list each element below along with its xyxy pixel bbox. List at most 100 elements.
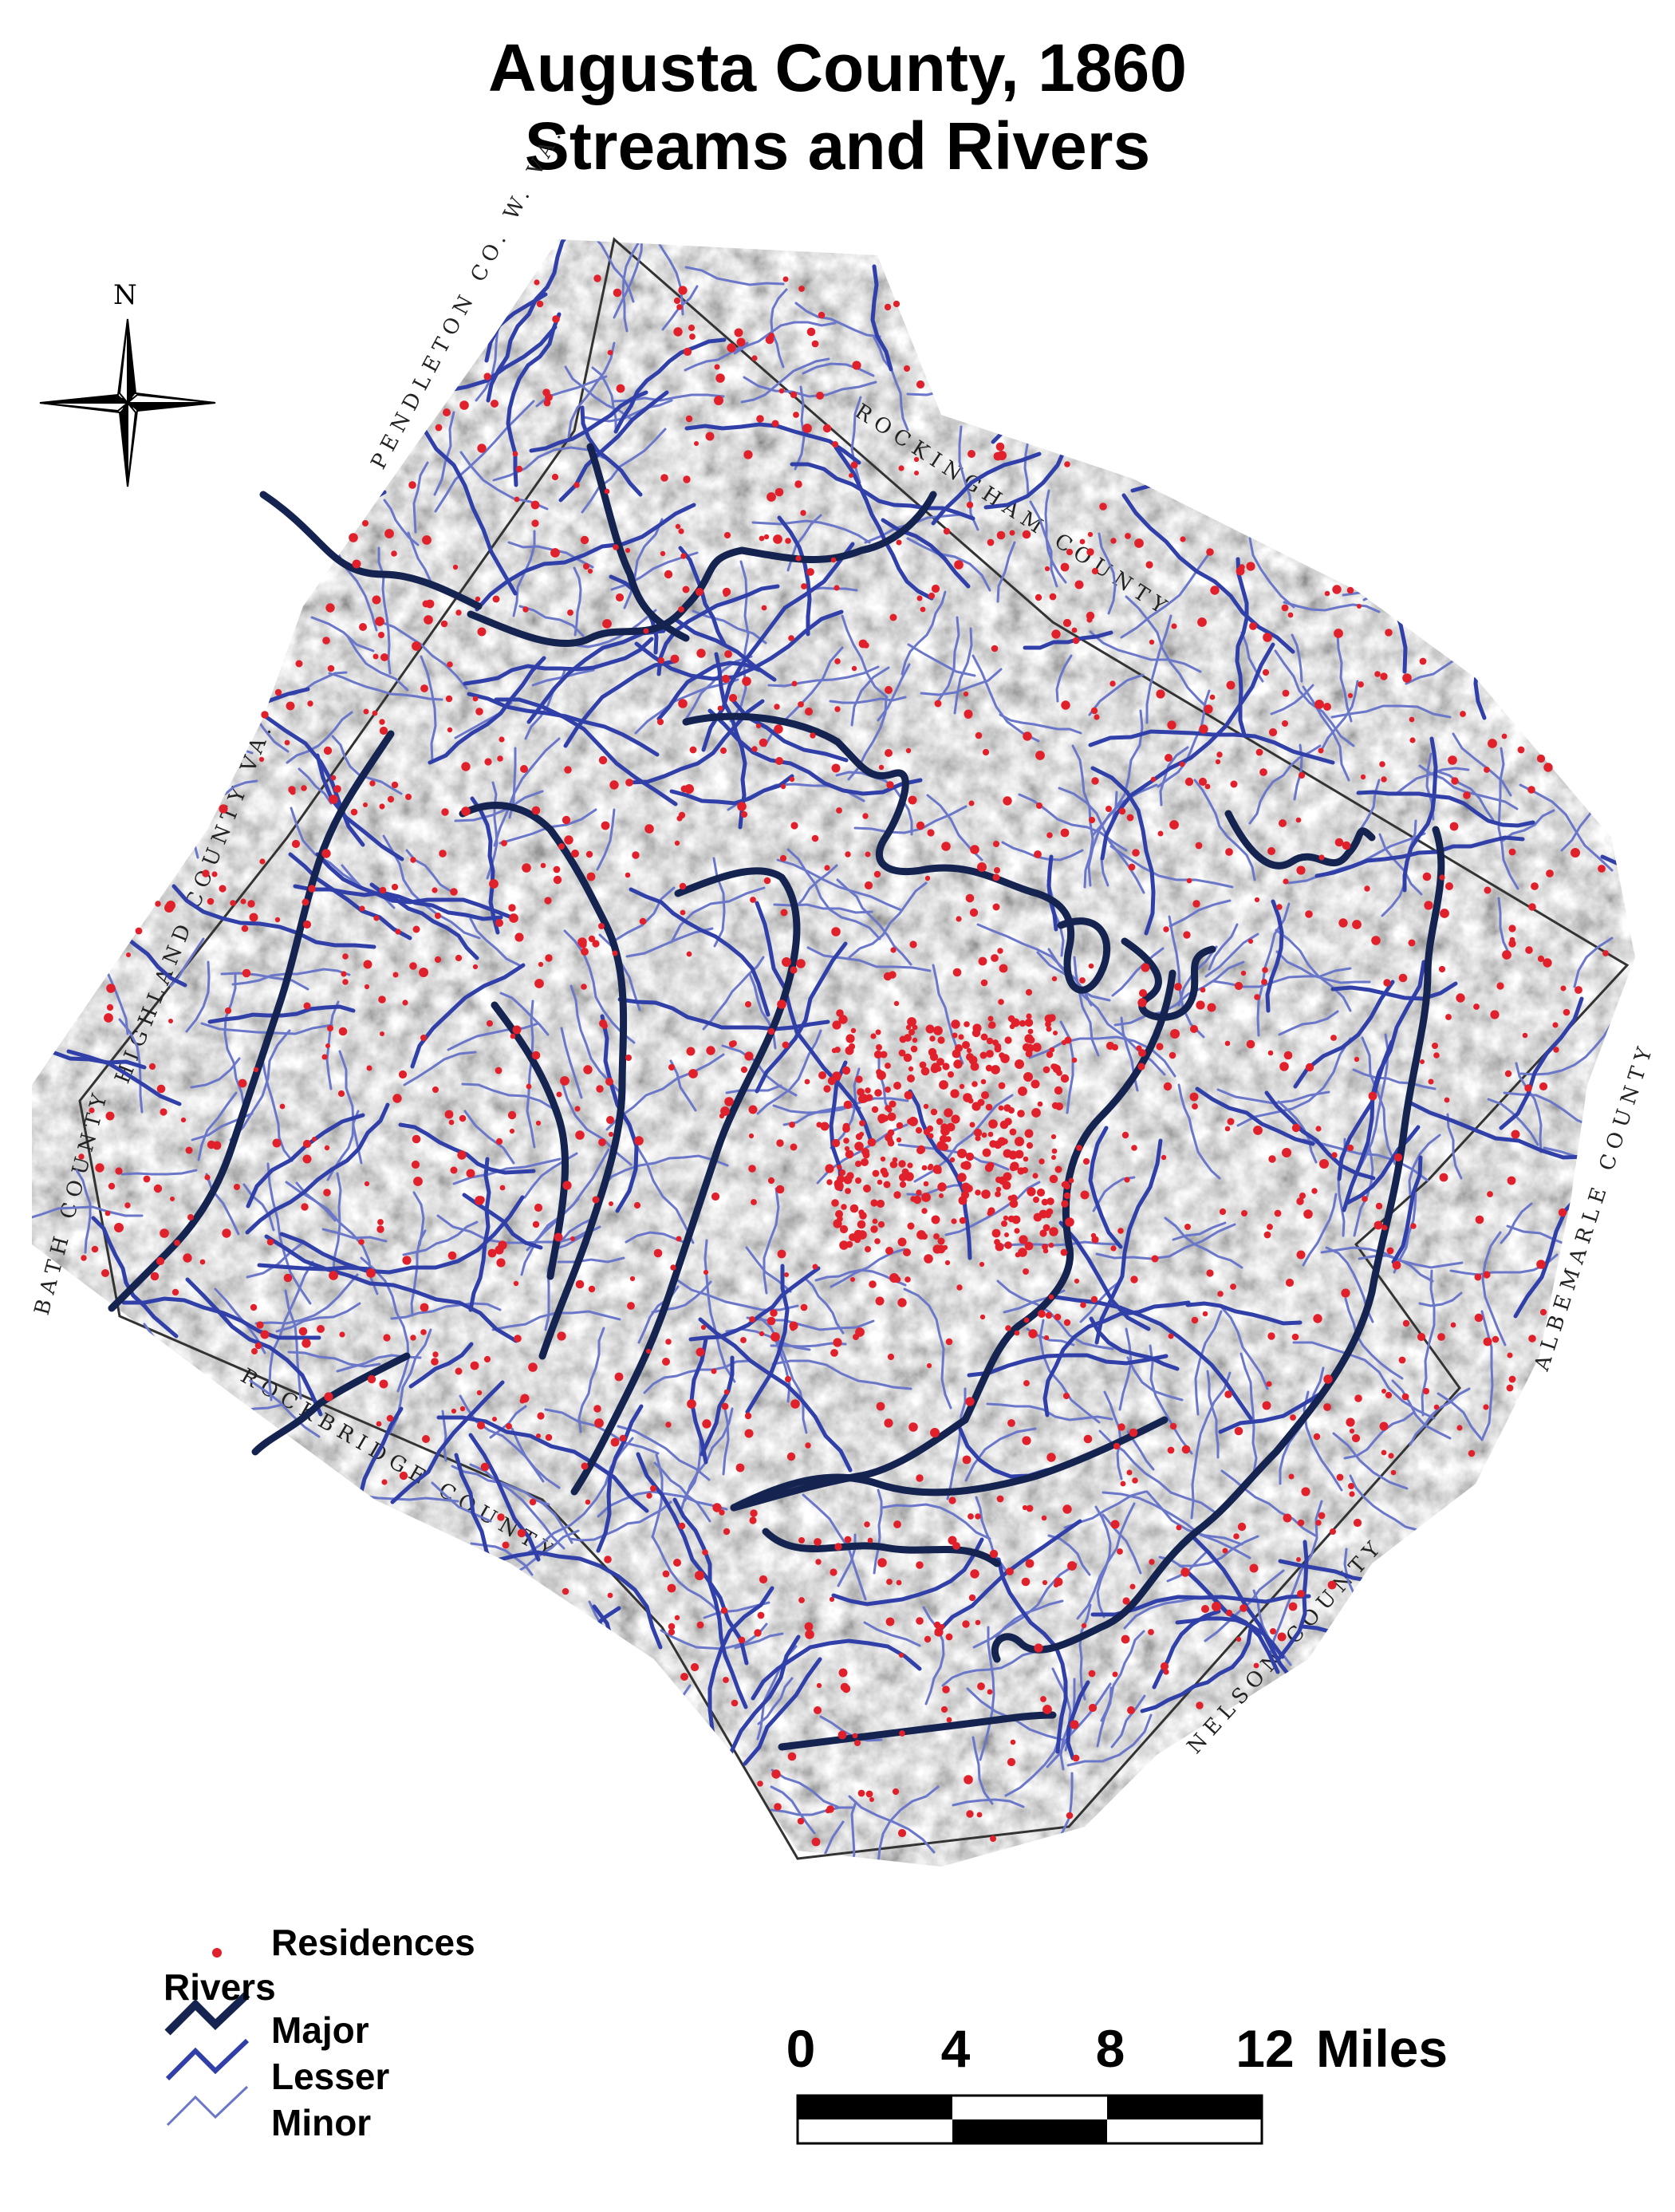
residence-dot xyxy=(952,1032,958,1039)
residence-dot xyxy=(333,785,341,793)
residence-dot xyxy=(1209,694,1216,700)
residence-dot xyxy=(720,1106,730,1116)
river-segment xyxy=(1109,845,1234,889)
residence-dot xyxy=(749,1316,755,1323)
residence-dot xyxy=(1225,848,1233,856)
residence-dot xyxy=(625,1055,632,1061)
scale-unit: Miles xyxy=(1316,2019,1448,2078)
river-segment xyxy=(1073,956,1100,1057)
residence-dot xyxy=(854,1141,864,1151)
river-segment xyxy=(1100,1630,1145,1722)
residence-dot xyxy=(898,1049,906,1057)
major-river xyxy=(108,730,395,1312)
residence-dot xyxy=(994,1043,1002,1051)
residence-dot xyxy=(1010,1739,1016,1745)
residence-dot xyxy=(876,1199,885,1209)
residence-dot xyxy=(629,1276,636,1282)
residence-dot xyxy=(1490,1010,1500,1019)
river-segment xyxy=(499,992,550,1036)
residence-dot xyxy=(1003,1149,1012,1158)
residence-dot xyxy=(1303,1209,1313,1219)
residence-dot xyxy=(1388,1453,1394,1459)
residence-dot xyxy=(876,1044,882,1051)
residence-dot xyxy=(1053,1031,1058,1035)
residence-dot xyxy=(937,1182,947,1192)
residence-dot xyxy=(1036,1188,1046,1197)
residence-dot xyxy=(942,1686,950,1694)
residence-dot xyxy=(865,1087,871,1094)
residence-dot xyxy=(1509,936,1515,943)
river-segment xyxy=(786,848,881,940)
residence-dot xyxy=(1424,901,1433,910)
residence-dot xyxy=(738,1636,746,1644)
residence-dot xyxy=(892,1788,900,1796)
residence-dot xyxy=(1560,985,1567,992)
residence-dot xyxy=(1026,1504,1034,1512)
residence-dot xyxy=(897,1828,907,1838)
river-segment xyxy=(1487,1098,1539,1146)
residence-dot xyxy=(845,851,851,858)
residence-dot xyxy=(634,1136,644,1145)
residence-dot xyxy=(770,1332,780,1342)
residence-dot xyxy=(991,1065,1000,1074)
river-segment xyxy=(1452,732,1512,797)
residence-dot xyxy=(969,1122,975,1128)
residence-dot xyxy=(834,658,841,664)
residence-dot xyxy=(1219,1208,1227,1216)
residence-dot xyxy=(1290,1414,1296,1421)
residence-dot xyxy=(1206,1269,1214,1277)
residence-dot xyxy=(451,1408,457,1414)
residence-dot xyxy=(1522,1032,1528,1039)
residence-dot xyxy=(1160,1662,1169,1671)
residence-dot xyxy=(298,1327,308,1336)
residence-dot xyxy=(1035,593,1042,601)
river-segment xyxy=(656,660,762,721)
river-segment xyxy=(953,627,973,715)
residence-dot xyxy=(391,550,397,557)
residence-dot xyxy=(379,726,388,735)
river-segment xyxy=(1278,1010,1339,1036)
residence-dot xyxy=(588,1285,596,1293)
residence-dot xyxy=(749,1516,757,1524)
residence-dot xyxy=(912,1024,918,1031)
residence-dot xyxy=(958,1034,964,1040)
residence-dot xyxy=(1051,629,1061,639)
residence-dot xyxy=(496,1258,506,1268)
residence-dot xyxy=(964,1021,970,1027)
residence-dot xyxy=(1049,593,1057,601)
residence-dot xyxy=(1141,963,1150,972)
residence-dot xyxy=(1347,692,1354,699)
river-segment xyxy=(573,566,582,637)
residence-dot xyxy=(968,1594,976,1602)
residence-dot xyxy=(1507,1352,1513,1358)
residence-dot xyxy=(1319,1159,1329,1169)
residence-dot xyxy=(1018,1248,1027,1257)
residence-dot xyxy=(1288,1473,1295,1480)
residence-dot xyxy=(1456,993,1465,1003)
river-segment xyxy=(684,1407,734,1502)
residence-dot xyxy=(1262,1401,1271,1410)
residence-dot xyxy=(1536,1260,1546,1269)
residence-dot xyxy=(1445,882,1453,890)
river-segment xyxy=(790,462,975,521)
residence-dot xyxy=(1060,1248,1068,1256)
residence-dot xyxy=(1539,1308,1547,1316)
residence-dot xyxy=(750,897,756,903)
river-segment xyxy=(229,1029,291,1141)
residence-dot xyxy=(1222,1548,1228,1554)
residence-dot xyxy=(1087,531,1094,538)
residence-dot xyxy=(431,1358,439,1366)
residence-dot xyxy=(838,1668,848,1678)
residence-dot xyxy=(724,1097,734,1106)
river-segment xyxy=(906,537,991,592)
residence-dot xyxy=(979,1314,986,1320)
river-segment xyxy=(1177,1083,1221,1180)
residence-dot xyxy=(1374,671,1381,677)
residence-dot xyxy=(981,1132,987,1138)
residence-dot xyxy=(1023,1380,1030,1386)
residence-dot xyxy=(998,999,1004,1005)
residence-dot xyxy=(916,821,925,830)
residence-dot xyxy=(409,962,417,970)
residence-dot xyxy=(160,1228,169,1238)
residence-dot xyxy=(893,1082,901,1090)
